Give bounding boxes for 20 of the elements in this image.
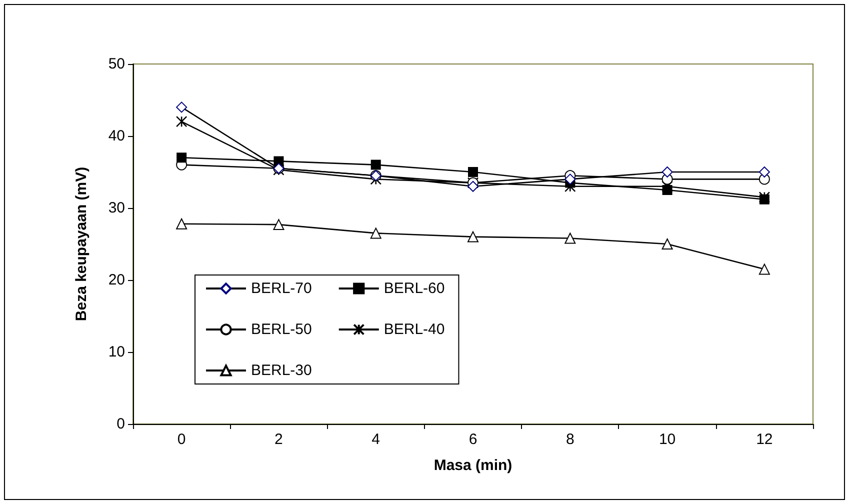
y-tick-label: 0 — [116, 416, 125, 432]
y-tick-label: 20 — [108, 272, 125, 288]
x-tick-label: 2 — [274, 431, 283, 448]
y-tick-label: 10 — [108, 344, 125, 360]
legend-label: BERL-50 — [251, 321, 312, 338]
y-tick-label: 40 — [108, 128, 125, 144]
y-tick-label: 50 — [108, 56, 125, 72]
x-tick-label: 12 — [756, 431, 773, 448]
legend-label: BERL-40 — [384, 321, 445, 338]
y-tick-label: 30 — [108, 200, 125, 216]
legend-label: BERL-60 — [384, 280, 445, 297]
x-tick-label: 4 — [372, 431, 380, 448]
x-tick-label: 0 — [177, 431, 186, 448]
x-tick-label: 10 — [658, 431, 676, 448]
legend-label: BERL-30 — [251, 362, 312, 379]
y-axis-title: Beza keupayaan (mV) — [73, 166, 90, 322]
legend-label: BERL-70 — [251, 280, 312, 297]
x-axis-title: Masa (min) — [434, 457, 512, 474]
x-tick-label: 8 — [566, 431, 574, 448]
x-tick-label: 6 — [468, 431, 478, 448]
